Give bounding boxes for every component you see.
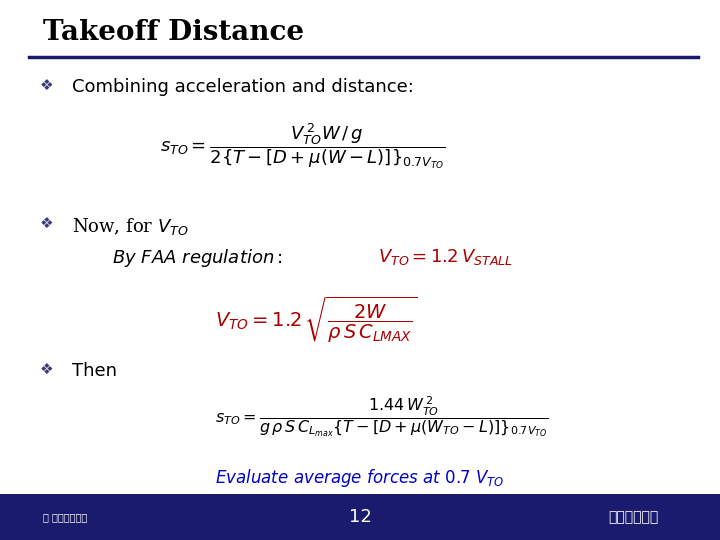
Text: 12: 12 [348, 508, 372, 526]
Text: ❖: ❖ [40, 216, 53, 231]
Text: $s_{TO} = \dfrac{1.44\,W_{TO}^{\,2}}{g\,\rho\,S\,C_{L_{max}}\{T-[D+\mu(W_{TO}-L): $s_{TO} = \dfrac{1.44\,W_{TO}^{\,2}}{g\,… [215, 394, 549, 439]
Text: $\mathit{Evaluate\ average\ forces\ at\ 0.7\ V_{TO}}$: $\mathit{Evaluate\ average\ forces\ at\ … [215, 467, 505, 489]
Text: $V_{TO} = 1.2\,V_{STALL}$: $V_{TO} = 1.2\,V_{STALL}$ [378, 247, 513, 267]
Text: $V_{TO} = 1.2\,\sqrt{\dfrac{2W}{\rho\,S\,C_{LMAX}}}$: $V_{TO} = 1.2\,\sqrt{\dfrac{2W}{\rho\,S\… [215, 294, 418, 345]
Text: 🦅 공군사관학교: 🦅 공군사관학교 [42, 512, 87, 522]
Text: $\mathit{By\ FAA\ regulation:}$: $\mathit{By\ FAA\ regulation:}$ [112, 247, 282, 269]
Bar [0, 494, 720, 540]
Text: Now, for $V_{TO}$: Now, for $V_{TO}$ [72, 216, 189, 237]
Text: $s_{TO} = \dfrac{V_{TO}^{\,2}W\,/\,g}{2\{T-[D+\mu(W-L)]\}_{0.7V_{TO}}}$: $s_{TO} = \dfrac{V_{TO}^{\,2}W\,/\,g}{2\… [160, 122, 445, 171]
Text: Combining acceleration and distance:: Combining acceleration and distance: [72, 78, 414, 96]
Text: Takeoff Distance: Takeoff Distance [43, 19, 305, 46]
Text: Then: Then [72, 362, 117, 380]
Text: ❖: ❖ [40, 362, 53, 377]
Text: ❖: ❖ [40, 78, 53, 93]
Text: 항공공학기론: 항공공학기론 [608, 510, 659, 524]
